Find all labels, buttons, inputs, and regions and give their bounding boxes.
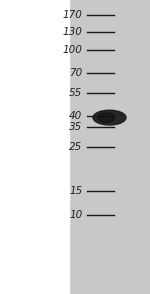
Text: 40: 40 <box>69 111 82 121</box>
Text: 70: 70 <box>69 68 82 78</box>
Ellipse shape <box>98 113 115 123</box>
Text: 25: 25 <box>69 142 82 152</box>
Text: 15: 15 <box>69 186 82 196</box>
Text: 100: 100 <box>63 45 82 55</box>
Text: 10: 10 <box>69 210 82 220</box>
Ellipse shape <box>93 110 126 125</box>
Text: 130: 130 <box>63 27 82 37</box>
Text: 55: 55 <box>69 88 82 98</box>
Bar <box>0 0 69 294</box>
Text: 170: 170 <box>63 10 82 20</box>
Bar <box>69 0 150 294</box>
Text: 35: 35 <box>69 122 82 132</box>
